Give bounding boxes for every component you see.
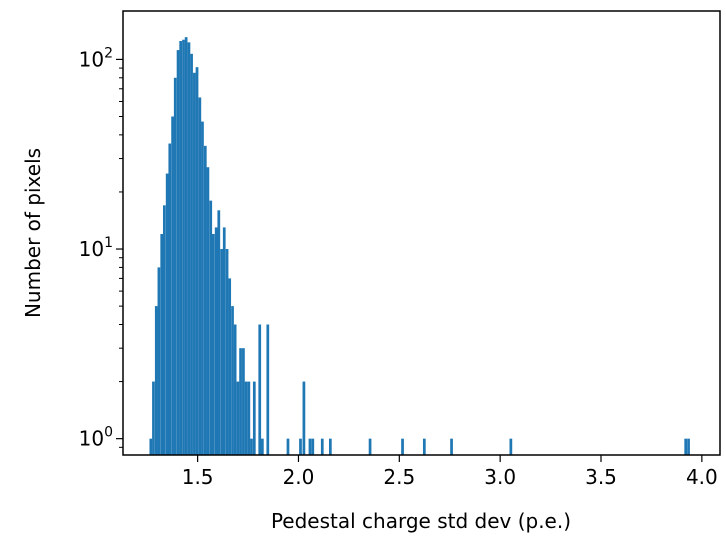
- histogram-bar-42: [286, 438, 290, 455]
- histogram-bar-40: [261, 438, 264, 455]
- histogram-bar-48: [328, 438, 332, 455]
- histogram-bar-37: [250, 438, 253, 455]
- y-tick-label: 102: [79, 45, 113, 71]
- plot-frame: [122, 10, 721, 456]
- histogram-bar-4: [160, 234, 164, 455]
- histogram-bar-36: [247, 381, 251, 455]
- x-tick-label: 2.0: [283, 465, 315, 489]
- x-tick-label: 1.5: [182, 465, 214, 489]
- histogram-bar-29: [228, 278, 232, 455]
- histogram-bar-11: [179, 41, 183, 455]
- histogram-bar-22: [209, 200, 213, 455]
- histogram-bar-9: [173, 77, 177, 455]
- histogram-bar-47: [320, 438, 324, 455]
- y-axis-label: Number of pixels: [21, 148, 45, 318]
- histogram-bar-32: [236, 381, 240, 455]
- histogram-bar-20: [203, 145, 207, 456]
- x-axis-ticks: 1.5 2.0 2.5 3.0 3.5 4.0: [182, 455, 718, 489]
- histogram-bar-43: [299, 438, 302, 455]
- x-tick-label: 3.0: [484, 465, 516, 489]
- histogram-bar-5: [162, 205, 166, 455]
- histogram-bar-28: [225, 249, 229, 455]
- histogram-bar-38: [252, 381, 256, 455]
- histogram-bar-18: [198, 97, 202, 456]
- histogram-bar-35: [244, 381, 248, 455]
- x-axis-label: Pedestal charge std dev (p.e.): [271, 509, 571, 533]
- y-axis-ticks: 100 101 102: [79, 45, 123, 451]
- histogram-bar-34: [242, 348, 245, 455]
- histogram-bar-33: [239, 348, 242, 455]
- histogram-bar-54: [684, 438, 688, 455]
- histogram-bar-21: [206, 167, 210, 456]
- x-tick-label: 3.5: [585, 465, 617, 489]
- histogram-bar-7: [168, 143, 172, 456]
- histogram-bar-52: [450, 438, 453, 455]
- histogram-bar-17: [195, 67, 199, 456]
- histogram-bar-13: [184, 37, 188, 456]
- histogram-bars: [149, 37, 690, 456]
- histogram-bar-24: [214, 227, 218, 455]
- histogram-bar-45: [308, 438, 312, 455]
- histogram-bar-25: [217, 210, 221, 455]
- histogram-bar-10: [176, 50, 180, 455]
- histogram-bar-19: [201, 121, 204, 455]
- histogram-bar-14: [187, 42, 191, 456]
- histogram-bar-55: [687, 438, 690, 455]
- histogram-bar-31: [233, 324, 237, 455]
- histogram-bar-44: [302, 381, 306, 455]
- histogram-bar-2: [154, 306, 158, 455]
- histogram-bar-51: [422, 438, 426, 455]
- histogram-bar-53: [509, 438, 513, 455]
- histogram-bar-12: [182, 39, 185, 455]
- histogram-bar-6: [165, 173, 169, 455]
- x-tick-label: 2.5: [383, 465, 415, 489]
- histogram-bar-26: [220, 249, 223, 455]
- histogram-bar-39: [258, 324, 262, 455]
- y-tick-label: 100: [79, 425, 113, 451]
- histogram-bar-41: [266, 324, 270, 455]
- histogram-bar-3: [157, 267, 161, 455]
- histogram-bar-23: [212, 234, 215, 455]
- y-tick-label: 101: [79, 235, 113, 261]
- histogram-bar-16: [193, 72, 196, 455]
- histogram-bar-0: [149, 438, 153, 455]
- histogram-bar-8: [171, 116, 174, 456]
- histogram-bar-15: [190, 53, 193, 455]
- histogram-bar-46: [311, 438, 315, 455]
- histogram-bar-27: [222, 227, 226, 455]
- histogram-bar-1: [152, 381, 155, 455]
- histogram-bar-49: [368, 438, 372, 455]
- histogram-bar-30: [231, 306, 234, 455]
- x-tick-label: 4.0: [686, 465, 718, 489]
- histogram-bar-50: [401, 438, 404, 455]
